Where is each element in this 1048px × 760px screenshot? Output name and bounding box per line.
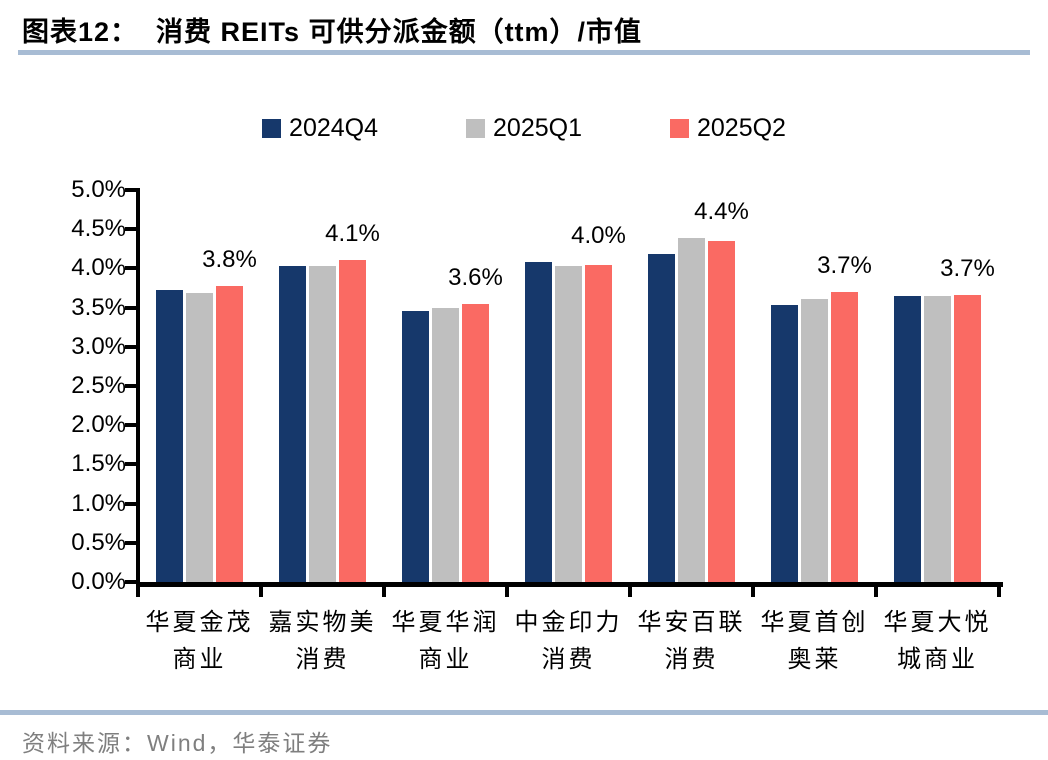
page-title: 消费 REITs 可供分派金额（ttm）/市值 [156, 17, 643, 47]
y-axis-tick [125, 188, 138, 192]
bar-2025Q1 [309, 266, 336, 582]
y-axis-tick [125, 266, 138, 271]
y-axis-tick-label: 4.0% [71, 254, 126, 282]
y-axis-tick [125, 384, 138, 388]
chart-legend: 2024Q4 2025Q1 2025Q2 [0, 112, 1048, 144]
y-axis-tick [125, 305, 138, 310]
bar-data-label: 4.4% [694, 197, 749, 225]
bar-2025Q1 [555, 266, 582, 582]
y-axis-tick-label: 5.0% [71, 176, 126, 203]
x-axis-tick [505, 586, 509, 597]
y-axis-tick [125, 227, 138, 232]
bar-2024Q4 [156, 289, 183, 582]
x-axis-tick [874, 586, 878, 597]
x-axis-tick [136, 586, 140, 597]
x-axis-tick [259, 586, 263, 597]
legend-label-2024q4: 2024Q4 [289, 113, 379, 142]
x-axis-category-label: 中金印力 消费 [514, 609, 623, 673]
bar-2025Q2 [831, 291, 858, 582]
y-axis-tick-label: 1.0% [71, 489, 126, 517]
y-axis-tick [125, 344, 138, 349]
legend-label-2025q1: 2025Q1 [493, 113, 582, 142]
x-axis-category-label: 华夏华润 商业 [391, 609, 500, 673]
legend-item-2025q1: 2025Q1 [466, 114, 582, 143]
bar-data-label: 3.7% [940, 255, 995, 283]
y-axis-tick-label: 2.5% [71, 372, 126, 399]
y-axis-tick-label: 3.0% [71, 332, 126, 360]
bar-2025Q1 [186, 292, 213, 582]
legend-swatch-2024q4 [262, 118, 282, 138]
bar-data-label: 4.0% [571, 222, 626, 250]
bar-2025Q1 [432, 308, 459, 582]
y-axis-tick-label: 1.5% [71, 450, 126, 478]
x-axis-tick [997, 586, 1001, 597]
bar-2024Q4 [894, 295, 921, 582]
x-axis-tick [628, 586, 632, 597]
legend-swatch-2025q2 [669, 118, 689, 138]
y-axis-tick [125, 462, 138, 467]
footer-divider [0, 710, 1048, 715]
bar-2024Q4 [771, 305, 798, 582]
bar-2025Q2 [216, 286, 243, 582]
y-axis-tick [125, 540, 138, 545]
bar-data-label: 3.7% [817, 251, 872, 279]
y-axis-tick-label: 2.0% [71, 411, 126, 439]
legend-item-2025q2: 2025Q2 [669, 113, 786, 143]
x-axis-category-label: 华夏首创 奥莱 [760, 609, 869, 673]
bar-2024Q4 [279, 266, 306, 582]
bar-data-label: 4.1% [325, 219, 380, 247]
legend-label-2025q2: 2025Q2 [696, 113, 786, 142]
bar-2025Q2 [339, 259, 366, 582]
x-axis-tick [751, 586, 755, 597]
y-axis-tick-label: 0.5% [71, 528, 126, 556]
x-axis-category-label: 华安百联 消费 [637, 609, 746, 673]
chart-header: 图表12： 消费 REITs 可供分派金额（ttm）/市值 [22, 10, 642, 49]
y-axis-line [136, 188, 140, 588]
bar-2025Q2 [462, 304, 489, 582]
bar-2025Q1 [924, 295, 951, 582]
bar-2025Q2 [708, 240, 735, 582]
bar-2025Q1 [678, 237, 705, 582]
x-axis-line [136, 582, 1003, 587]
bar-2025Q1 [801, 298, 828, 582]
legend-swatch-2025q1 [466, 118, 486, 138]
y-axis-tick [125, 580, 138, 584]
bar-data-label: 3.6% [448, 264, 503, 292]
x-axis-category-label: 华夏金茂 商业 [145, 609, 254, 673]
y-axis-tick-label: 0.0% [71, 568, 126, 595]
y-axis-tick [125, 501, 138, 506]
title-divider [18, 50, 1030, 55]
x-axis-category-label: 嘉实物美 消费 [268, 609, 377, 673]
bar-2025Q2 [954, 295, 981, 582]
figure-number-label: 图表12： [22, 17, 139, 47]
bar-2025Q2 [585, 265, 612, 582]
x-axis-category-label: 华夏大悦 城商业 [883, 609, 992, 673]
y-axis-tick-label: 3.5% [71, 293, 126, 321]
y-axis-tick-label: 4.5% [71, 215, 126, 243]
bar-data-label: 3.8% [202, 246, 257, 274]
y-axis-tick [125, 423, 138, 428]
bar-2024Q4 [525, 262, 552, 582]
source-note: 资料来源：Wind，华泰证券 [22, 730, 333, 756]
x-axis-tick [382, 586, 386, 597]
bar-2024Q4 [402, 310, 429, 582]
legend-item-2024q4: 2024Q4 [262, 114, 378, 143]
bar-2024Q4 [648, 254, 675, 582]
